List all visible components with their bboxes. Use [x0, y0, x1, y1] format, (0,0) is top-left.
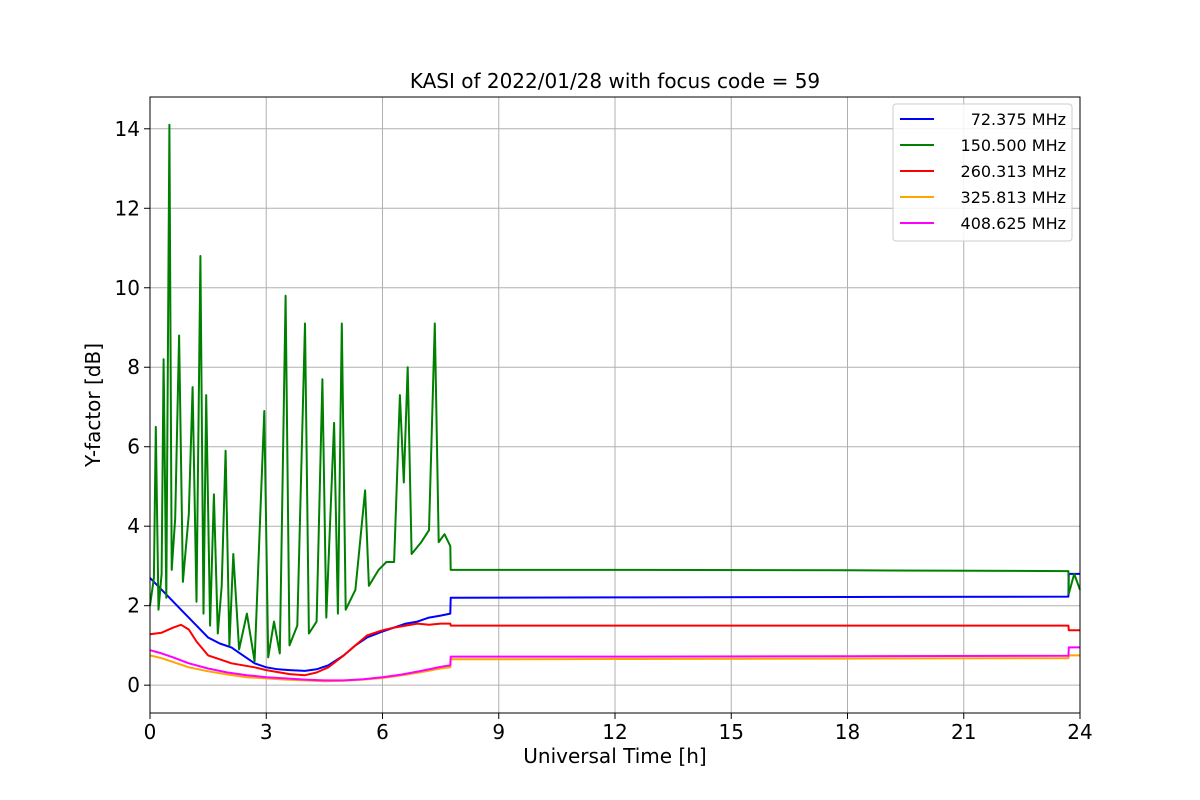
x-tick-label: 15: [719, 720, 744, 744]
legend: 72.375 MHz 150.500 MHz 260.313 MHz 325.813 …: [892, 103, 1073, 242]
legend-label-2: 150.500 MHz: [961, 136, 1066, 155]
y-tick-label: 4: [127, 514, 140, 538]
legend-box: [892, 103, 1073, 242]
y-tick-label: 0: [127, 673, 140, 697]
x-tick-label: 6: [376, 720, 389, 744]
series-line-2: [149, 123, 1081, 663]
x-tick-label: 12: [602, 720, 627, 744]
x-tick-label: 0: [144, 720, 157, 744]
y-tick-label: 14: [115, 117, 140, 141]
y-tick-label: 2: [127, 594, 140, 618]
x-tick-label: 21: [951, 720, 976, 744]
y-tick-label: 10: [115, 276, 140, 300]
chart-title: KASI of 2022/01/28 with focus code = 59: [410, 69, 820, 93]
series-layer: [149, 123, 1081, 683]
legend-label-4: 325.813 MHz: [961, 188, 1066, 207]
y-axis-label: Y-factor [dB]: [81, 343, 105, 468]
y-tick-label: 12: [115, 196, 140, 220]
series-line-3: [149, 622, 1080, 677]
series-line-5: [149, 646, 1080, 682]
x-tick-label: 18: [835, 720, 860, 744]
legend-label-1: 72.375 MHz: [971, 110, 1066, 129]
x-tick-label: 24: [1067, 720, 1092, 744]
y-tick-label: 6: [127, 435, 140, 459]
x-tick-label: 9: [492, 720, 505, 744]
legend-label-3: 260.313 MHz: [961, 162, 1066, 181]
y-tick-label: 8: [127, 355, 140, 379]
x-tick-label: 3: [260, 720, 273, 744]
x-axis-label: Universal Time [h]: [523, 744, 706, 768]
legend-label-5: 408.625 MHz: [961, 214, 1066, 233]
